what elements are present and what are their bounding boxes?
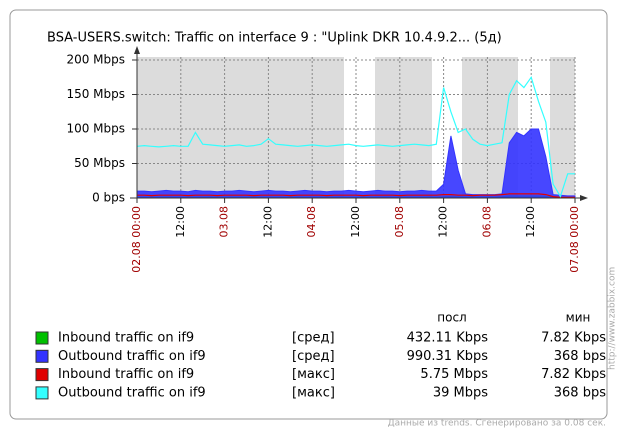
legend-min: 7.82 Kbps (541, 367, 606, 382)
url: http://www.zabbix.com (608, 267, 617, 370)
legend-min: 368 bps (554, 385, 606, 400)
legend-last: 432.11 Kbps (407, 331, 489, 346)
legend-last: 5.75 Mbps (420, 367, 488, 382)
x-tick-label: 07.08 00:00 (568, 206, 581, 273)
y-arrow (134, 46, 140, 54)
x-tick-label: 05.08 (393, 206, 406, 238)
y-tick-label: 150 Mbps (66, 87, 125, 101)
legend-swatch (35, 331, 49, 345)
legend-min: 368 bps (554, 349, 606, 364)
x-tick-label: 12:00 (349, 206, 362, 238)
y-tick-label: 200 Mbps (66, 53, 125, 67)
x-tick-label: 12:00 (174, 206, 187, 238)
series-line (137, 193, 575, 198)
footer: Данные из trends. Сгенерировано за 0.08 … (388, 419, 606, 429)
legend-header: мин (566, 311, 591, 325)
legend-label: Outbound traffic on if9 (58, 349, 206, 364)
series-line (136, 75, 575, 199)
legend-swatch (35, 349, 49, 363)
legend-swatch (35, 368, 49, 382)
x-tick-label: 12:00 (437, 206, 450, 238)
x-arrow (580, 195, 588, 201)
x-tick-label: 06.08 (480, 206, 493, 238)
legend-last: 39 Mbps (433, 385, 488, 400)
legend-last: 990.31 Kbps (407, 349, 489, 364)
legend-label: Outbound traffic on if9 (58, 385, 206, 400)
legend-label: Inbound traffic on if9 (58, 367, 194, 382)
legend-func: [сред] (292, 331, 335, 346)
legend-func: [макс] (292, 367, 335, 382)
x-tick-label: 12:00 (261, 206, 274, 238)
x-tick-label: 12:00 (524, 206, 537, 238)
y-tick-label: 50 Mbps (74, 156, 125, 170)
x-tick-label: 04.08 (305, 206, 318, 238)
legend-label: Inbound traffic on if9 (58, 331, 194, 346)
legend-min: 7.82 Kbps (541, 331, 606, 346)
legend-header: посл (437, 311, 466, 325)
legend-func: [макс] (292, 385, 335, 400)
x-tick-label: 03.08 (218, 206, 231, 238)
x-tick-label: 02.08 00:00 (130, 206, 143, 273)
legend-func: [сред] (292, 349, 335, 364)
no-data-band (344, 57, 375, 198)
series-area (136, 128, 576, 199)
y-tick-label: 0 bps (92, 191, 125, 205)
legend-swatch (35, 386, 49, 400)
chart-title: BSA-USERS.switch: Traffic on interface 9… (47, 31, 502, 46)
y-tick-label: 100 Mbps (66, 122, 125, 136)
